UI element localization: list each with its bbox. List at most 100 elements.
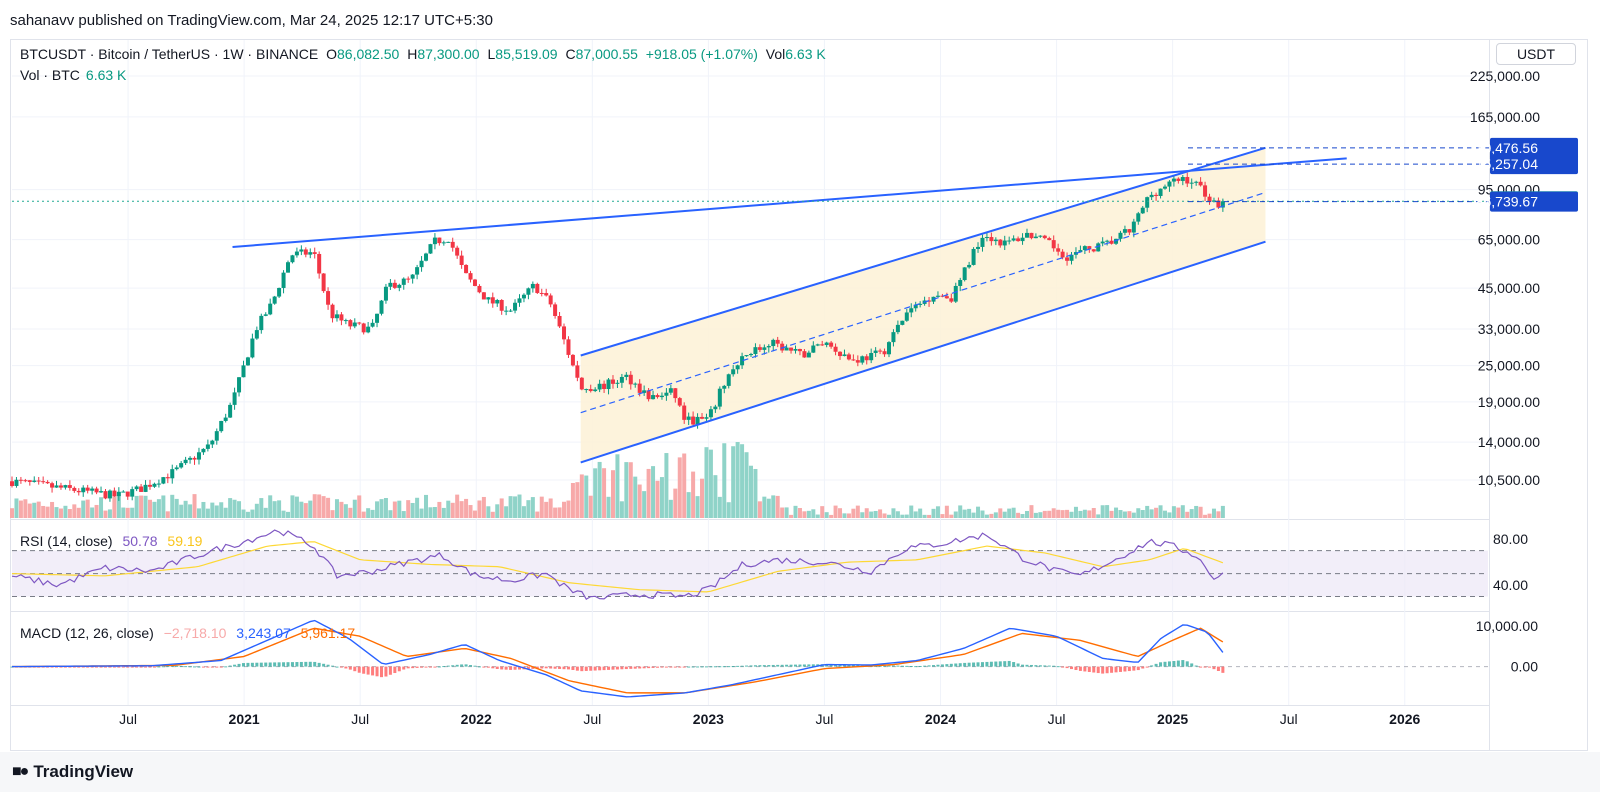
candle-body — [36, 480, 41, 482]
candle-body — [1011, 238, 1016, 241]
candle-body — [846, 354, 851, 360]
macd-histogram-bar — [1123, 666, 1127, 672]
volume-bar — [481, 496, 486, 518]
macd-histogram-bar — [237, 663, 241, 667]
volume-bar — [1216, 511, 1221, 518]
candle-body — [303, 249, 308, 255]
volume-bar — [81, 500, 86, 518]
macd-histogram-bar — [949, 663, 953, 667]
macd-histogram-bar — [424, 666, 428, 668]
macd-histogram-bar — [295, 662, 299, 667]
candle-body — [1100, 241, 1105, 244]
volume-bar — [170, 494, 175, 518]
volume-bar — [1211, 508, 1216, 518]
macd-histogram-bar — [526, 666, 530, 670]
candle-body — [156, 483, 161, 485]
volume-bar — [156, 499, 161, 518]
macd-pane-separator[interactable] — [10, 611, 1490, 612]
ohlc-legend[interactable]: BTCUSDT · Bitcoin / TetherUS · 1W · BINA… — [20, 46, 830, 62]
volume-bar — [254, 503, 259, 518]
rsi-ma-value: 59.19 — [167, 533, 203, 549]
rsi-legend[interactable]: RSI (14, close) 50.78 59.19 — [20, 533, 202, 549]
volume-bar — [272, 501, 277, 518]
currency-selector[interactable]: USDT — [1496, 43, 1576, 65]
candle-body — [775, 339, 780, 344]
candle-body — [713, 406, 718, 410]
price-tick-label: 33,000.00 — [1478, 321, 1540, 337]
candle-body — [121, 491, 126, 493]
macd-histogram-bar — [437, 666, 441, 668]
horizontal-levels — [12, 147, 1489, 203]
volume-bar — [535, 511, 540, 518]
volume-bar — [1060, 510, 1065, 518]
macd-histogram-bar — [353, 666, 357, 672]
macd-histogram-bar — [299, 661, 303, 667]
macd-histogram-bar — [624, 666, 628, 670]
rsi-tick-label: 40.00 — [1493, 577, 1528, 593]
candle-body — [81, 487, 86, 493]
candle-body — [748, 354, 753, 356]
macd-histogram-bar — [611, 666, 615, 670]
candle-body — [780, 343, 785, 351]
candle-body — [241, 365, 246, 378]
rsi-pane-separator[interactable] — [10, 519, 1490, 520]
symbol-title[interactable]: BTCUSDT · Bitcoin / TetherUS · 1W · BINA… — [20, 46, 319, 62]
rsi-line — [11, 529, 1224, 600]
chart-frame[interactable] — [10, 39, 1588, 751]
candle-body — [1131, 221, 1136, 233]
volume-bar — [58, 508, 63, 518]
tradingview-logo[interactable]: ■● TradingView — [12, 762, 133, 782]
macd-histogram-bar — [535, 666, 539, 669]
macd-histogram-bar — [1021, 664, 1025, 667]
macd-histogram-bar — [1065, 666, 1069, 669]
candle-body — [450, 241, 455, 248]
macd-histogram-bar — [883, 665, 887, 667]
volume-bar — [1131, 512, 1136, 518]
candle-body — [1189, 182, 1194, 184]
time-axis: Jul 2021 Jul 2022 Jul 2023 Jul 2024 Jul 2025 Jul 20… — [119, 711, 1420, 727]
macd-histogram-bar — [233, 664, 237, 667]
volume-bar — [1154, 507, 1159, 518]
candle-body — [700, 416, 705, 419]
macd-histogram-bar — [553, 666, 557, 669]
candle-body — [606, 379, 611, 390]
volume-bar — [740, 444, 745, 518]
volume-bar — [334, 499, 339, 518]
candle-body — [610, 379, 615, 384]
macd-histogram-bar — [642, 666, 646, 669]
volume-bar — [357, 495, 362, 518]
volume-bars — [10, 442, 1225, 518]
volume-bar — [1207, 513, 1212, 518]
volume-bar — [383, 498, 388, 518]
macd-histogram-bar — [602, 666, 606, 671]
tradingview-logo-icon: ■● — [12, 763, 29, 780]
volume-bar — [237, 501, 242, 518]
candle-body — [855, 360, 860, 363]
candle-body — [272, 296, 277, 304]
candle-body — [976, 246, 981, 249]
macd-histogram-bar — [825, 664, 829, 667]
candle-body — [254, 330, 259, 339]
candle-body — [45, 481, 50, 484]
volume-bar — [294, 496, 299, 518]
macd-legend[interactable]: MACD (12, 26, close) −2,718.10 3,243.07 … — [20, 625, 355, 641]
change-value: +918.05 (+1.07%) — [645, 46, 758, 62]
macd-histogram-bar — [259, 662, 263, 667]
rsi-label: RSI (14, close) — [20, 533, 113, 549]
candle-body — [1145, 197, 1150, 208]
volume-bar — [1056, 509, 1061, 518]
candle-body — [1087, 246, 1092, 250]
volume-bar — [437, 501, 442, 518]
volume-bar — [989, 513, 994, 518]
volume-legend[interactable]: Vol · BTC 6.63 K — [20, 67, 126, 83]
chart-canvas[interactable]: 80.00 40.00 10,000.00 0.00 225,000.00 165,0… — [0, 0, 1600, 752]
volume-bar — [219, 502, 224, 518]
volume-bar — [1020, 514, 1025, 518]
candle-body — [726, 374, 731, 386]
candle-body — [570, 354, 575, 366]
time-tick-label: 2022 — [461, 711, 492, 727]
macd-histogram-bar — [517, 666, 521, 670]
volume-bar — [722, 443, 727, 518]
volume-bar — [392, 501, 397, 518]
volume-bar — [281, 510, 286, 518]
